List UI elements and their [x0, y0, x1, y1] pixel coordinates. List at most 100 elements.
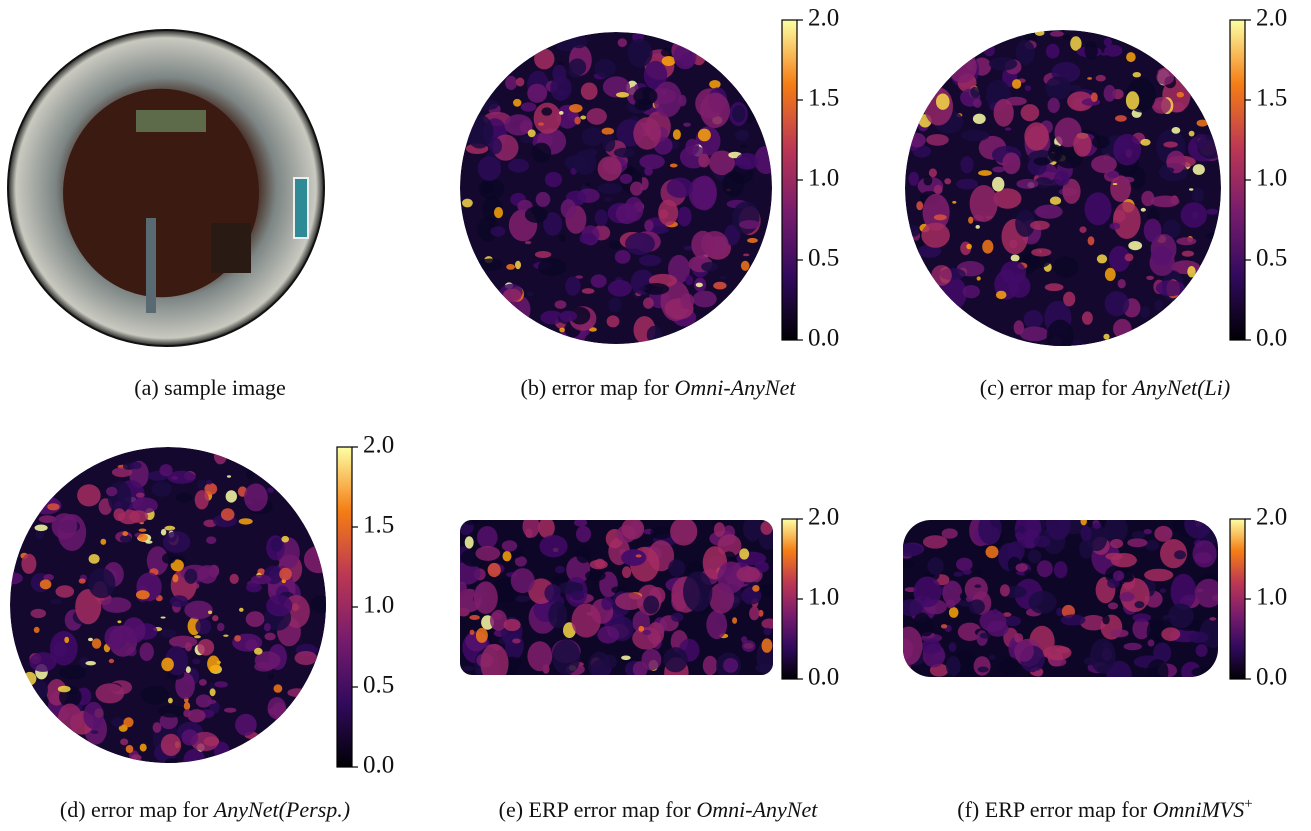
map-blotch	[625, 232, 655, 255]
map-blotch	[245, 611, 265, 627]
map-blotch	[477, 526, 498, 549]
map-blotch	[1024, 85, 1032, 91]
map-blotch	[50, 599, 62, 605]
map-blotch	[731, 105, 746, 123]
map-blotch	[281, 535, 290, 543]
map-blotch	[669, 163, 678, 168]
map-blotch	[700, 92, 730, 128]
map-blotch	[643, 297, 654, 309]
map-blotch	[1063, 291, 1076, 307]
map-blotch	[1015, 530, 1028, 541]
colorbar-tick-label: 0.5	[808, 245, 839, 272]
error-map	[903, 520, 1218, 677]
map-blotch	[1010, 254, 1020, 262]
map-blotch	[661, 56, 676, 66]
caption-method: AnyNet(Li)	[1130, 375, 1230, 400]
map-blotch	[477, 217, 498, 242]
map-blotch	[473, 581, 498, 614]
map-blotch	[57, 703, 83, 734]
map-blotch	[1147, 639, 1155, 647]
map-blotch	[139, 642, 154, 662]
map-blotch	[585, 570, 606, 582]
map-blotch	[167, 470, 196, 484]
map-blotch	[999, 584, 1010, 597]
map-blotch	[1192, 540, 1217, 568]
map-blotch	[683, 122, 691, 127]
map-blotch	[931, 265, 952, 286]
map-blotch	[1113, 133, 1141, 166]
map-blotch	[462, 198, 473, 208]
map-blotch	[1013, 320, 1024, 335]
map-blotch	[1132, 613, 1151, 622]
map-blotch	[594, 58, 616, 78]
map-blotch	[993, 98, 1014, 127]
map-blotch	[999, 657, 1020, 676]
map-blotch	[487, 562, 501, 578]
map-blotch	[1126, 52, 1136, 63]
map-blotch	[159, 464, 173, 477]
map-blotch	[489, 137, 502, 155]
map-blotch	[1121, 176, 1135, 183]
colorbar-tick-label: 0.5	[363, 672, 394, 699]
map-blotch	[995, 290, 1007, 300]
map-blotch	[1096, 254, 1108, 264]
map-blotch	[158, 705, 185, 718]
map-blotch	[503, 618, 521, 632]
map-blotch	[1176, 91, 1185, 98]
map-blotch	[53, 642, 67, 658]
map-blotch	[477, 258, 504, 271]
map-blotch	[33, 626, 40, 634]
map-blotch	[206, 699, 217, 704]
map-blotch	[586, 108, 607, 125]
map-blotch	[633, 117, 662, 150]
map-blotch	[622, 566, 632, 579]
map-blotch	[538, 520, 555, 539]
map-blotch	[1047, 97, 1060, 113]
map-blotch	[1091, 135, 1110, 149]
map-blotch	[616, 92, 629, 98]
map-blotch	[923, 175, 933, 186]
map-blotch	[666, 177, 694, 198]
map-blotch	[214, 681, 228, 688]
error-map	[460, 32, 772, 344]
map-blotch	[514, 556, 527, 567]
map-blotch	[1108, 245, 1131, 272]
map-blotch	[1125, 91, 1140, 110]
map-blotch	[120, 738, 129, 746]
map-blotch	[209, 700, 220, 714]
map-blotch	[465, 114, 494, 149]
map-blotch	[1104, 44, 1123, 57]
map-blotch	[1103, 333, 1110, 340]
map-blotch	[627, 38, 653, 68]
map-blotch	[21, 553, 37, 574]
map-blotch	[1196, 119, 1209, 127]
map-blotch	[685, 275, 694, 286]
map-blotch	[1033, 157, 1051, 166]
map-blotch	[646, 325, 662, 344]
map-blotch	[691, 230, 715, 259]
map-blotch	[1046, 319, 1074, 346]
map-blotch	[207, 655, 220, 673]
map-blotch	[135, 590, 150, 600]
panel: 0.0 0.5 1.0 1.5 2.0 (b) error map for Omni-An…	[460, 5, 839, 400]
map-blotch	[125, 745, 134, 753]
map-blotch	[644, 166, 653, 176]
map-blotch	[977, 666, 989, 673]
map-blotch	[702, 655, 718, 675]
colorbar-tick-label: 1.0	[1256, 165, 1287, 192]
map-blotch	[597, 183, 623, 195]
map-blotch	[1092, 521, 1102, 529]
map-blotch	[670, 520, 698, 546]
map-blotch	[1189, 188, 1194, 191]
map-blotch	[617, 38, 627, 47]
map-blotch	[973, 656, 991, 676]
map-blotch	[1007, 541, 1025, 562]
map-blotch	[205, 479, 213, 485]
map-blotch	[481, 181, 494, 194]
map-blotch	[709, 80, 721, 89]
map-blotch	[1166, 150, 1186, 174]
map-blotch	[709, 150, 735, 176]
map-blotch	[1112, 570, 1125, 582]
map-blotch	[504, 633, 524, 659]
map-blotch	[1188, 130, 1195, 137]
